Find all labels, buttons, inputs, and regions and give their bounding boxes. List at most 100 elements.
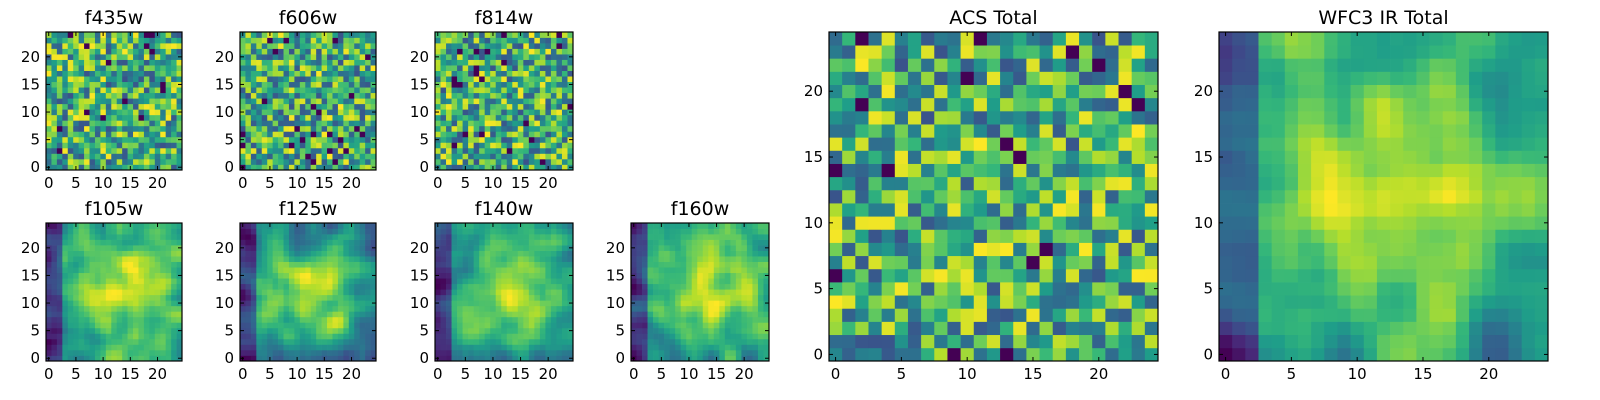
heatmap-cell [327,32,333,38]
heatmap-cell [512,228,519,235]
heatmap-cell [757,278,764,285]
heatmap-cell [337,338,344,345]
heatmap-cell [730,272,737,279]
heatmap-cell [556,147,563,154]
heatmap-cell [752,272,759,279]
heatmap-cell [636,272,643,279]
heatmap-cell [567,70,574,77]
heatmap-cell [752,250,759,257]
heatmap-cell [534,245,541,251]
heatmap-cell [855,150,869,164]
heatmap-cell [490,65,497,71]
heatmap-cell [67,43,74,49]
heatmap-cell [267,333,273,340]
heatmap-cell [462,316,469,323]
heatmap-cell [697,344,704,351]
axes-frame [239,31,377,171]
axes-frame [45,31,183,171]
heatmap-cell [283,43,290,49]
heatmap-cell [299,98,306,105]
heatmap-cell [457,87,463,94]
x-tick-label: 5 [657,365,667,383]
heatmap-cell [62,48,69,55]
heatmap-cell [267,294,273,301]
heatmap-cell [539,153,546,160]
heatmap-cell [62,43,69,49]
heatmap-cell [105,76,112,83]
heatmap-cell [1039,203,1054,217]
x-tick-label: 10 [679,365,698,383]
heatmap-cell [539,300,546,307]
heatmap-cell [757,322,764,329]
heatmap-cell [517,333,524,340]
heatmap-cell [154,147,161,154]
heatmap-cell [365,92,371,99]
heatmap-cell [1013,334,1027,349]
heatmap-cell [719,333,726,340]
heatmap-cell [545,120,552,127]
heatmap-cell [316,267,322,274]
heatmap-cell [160,142,167,149]
heatmap-cell [122,322,128,329]
heatmap-cell [245,158,252,165]
heatmap-cell [261,294,268,301]
panel-title: f140w [475,198,534,220]
heatmap-cell [62,256,69,262]
heatmap-cell [138,164,145,171]
heatmap-cell [240,59,246,66]
heatmap-cell [133,344,139,351]
heatmap-cell [267,289,273,296]
heatmap-cell [365,344,371,351]
heatmap-cell [462,278,469,285]
heatmap-cell [724,245,731,251]
heatmap-cell [337,76,344,83]
heatmap-cell [272,103,279,110]
x-tick-label: 10 [483,174,502,192]
heatmap-cell [631,316,637,323]
heatmap-cell [105,109,112,116]
heatmap-cell [545,114,552,121]
heatmap-cell [539,256,546,262]
heatmap-cell [332,327,339,334]
heatmap-cell [484,98,491,105]
heatmap-cell [440,355,447,362]
heatmap-cell [165,261,172,268]
heatmap-cell [133,272,139,279]
heatmap-cell [561,48,568,55]
heatmap-cell [647,250,654,257]
heatmap-cell [719,305,726,312]
heatmap-cell [534,98,541,105]
heatmap-cell [446,131,452,138]
heatmap-cell [370,305,377,312]
heatmap-cell [160,114,167,121]
heatmap-cell [100,283,107,290]
heatmap-cell [278,300,284,307]
heatmap-cell [116,142,123,149]
heatmap-cell [517,344,524,351]
heatmap-cell [354,327,361,334]
heatmap-cell [51,234,58,240]
heatmap-cell [506,43,513,49]
heatmap-cell [512,245,519,251]
heatmap-cell [138,256,145,262]
heatmap-cell [171,43,177,49]
heatmap-cell [256,228,263,235]
heatmap-cell [550,164,557,171]
heatmap-cell [176,228,183,235]
heatmap-cell [337,103,344,110]
heatmap-cell [523,234,530,240]
heatmap-cell [501,103,508,110]
heatmap-cell [56,250,63,257]
heatmap-cell [545,311,552,318]
heatmap-cell [316,344,322,351]
heatmap-cell [51,355,58,362]
heatmap-cell [1039,282,1054,296]
heatmap-cell [73,158,79,165]
heatmap-cell [310,234,317,240]
heatmap-cell [495,234,502,240]
heatmap-cell [746,283,753,290]
heatmap-cell [316,92,322,99]
heatmap-cell [365,114,371,121]
heatmap-cell [343,92,350,99]
heatmap-cell [51,333,58,340]
